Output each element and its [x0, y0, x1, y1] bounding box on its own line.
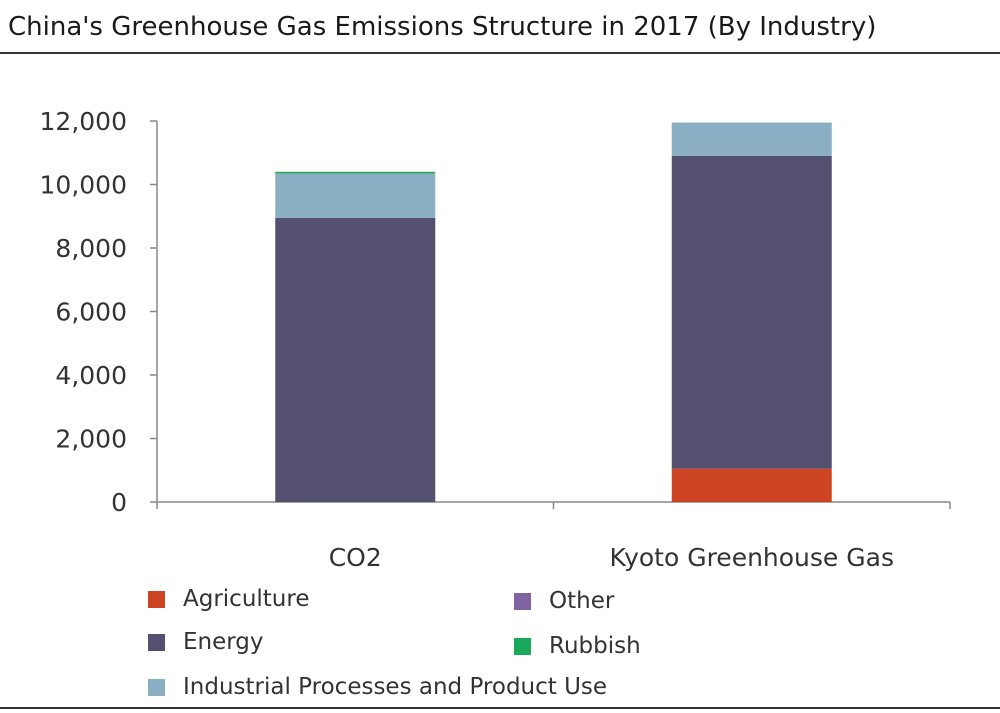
legend-item: Industrial Processes and Product Use — [148, 674, 607, 700]
legend-label: Agriculture — [183, 586, 310, 612]
bar-segment-energy — [275, 217, 436, 502]
y-tick-label: 0 — [111, 488, 127, 517]
bar-segment-industrial-processes-and-product-use — [671, 122, 832, 156]
x-tick-label: CO2 — [329, 543, 382, 572]
y-tick-label: 6,000 — [55, 298, 127, 327]
stacked-bar-chart: 0 2,000 4,000 6,000 8,000 10,000 12,000 CO2 Kyo… — [40, 107, 951, 572]
legend-swatch — [148, 590, 165, 608]
y-tick-labels: 0 2,000 4,000 6,000 8,000 10,000 12,000 — [40, 107, 127, 517]
x-tick-labels: CO2 Kyoto Greenhouse Gas — [329, 543, 894, 572]
legend-label: Rubbish — [549, 633, 641, 659]
bottom-divider — [0, 707, 1000, 709]
bar-segment-energy — [671, 155, 832, 469]
y-tick-label: 10,000 — [40, 171, 127, 200]
legend-item: Energy — [148, 629, 264, 655]
legend-item: Rubbish — [514, 633, 641, 659]
legend-label: Energy — [183, 629, 264, 655]
bar-segment-industrial-processes-and-product-use — [275, 173, 436, 218]
legend-item: Agriculture — [148, 586, 310, 612]
bars — [275, 122, 832, 502]
legend-label: Industrial Processes and Product Use — [183, 674, 608, 700]
legend-swatch — [148, 678, 165, 696]
bar-segment-rubbish — [275, 171, 436, 174]
y-tick-label: 4,000 — [55, 361, 127, 390]
y-tick-label: 2,000 — [55, 425, 127, 454]
legend-label: Other — [549, 588, 615, 614]
x-tick-label: Kyoto Greenhouse Gas — [610, 543, 894, 572]
legend-swatch — [148, 633, 165, 651]
title-divider — [0, 52, 1000, 54]
bar-segment-agriculture — [671, 468, 832, 502]
legend-swatch — [514, 637, 531, 655]
y-tick-label: 8,000 — [55, 234, 127, 263]
chart-title: China's Greenhouse Gas Emissions Structu… — [8, 12, 877, 42]
legend-item: Other — [514, 588, 614, 614]
y-tick-label: 12,000 — [40, 107, 127, 136]
legend-swatch — [514, 592, 531, 610]
